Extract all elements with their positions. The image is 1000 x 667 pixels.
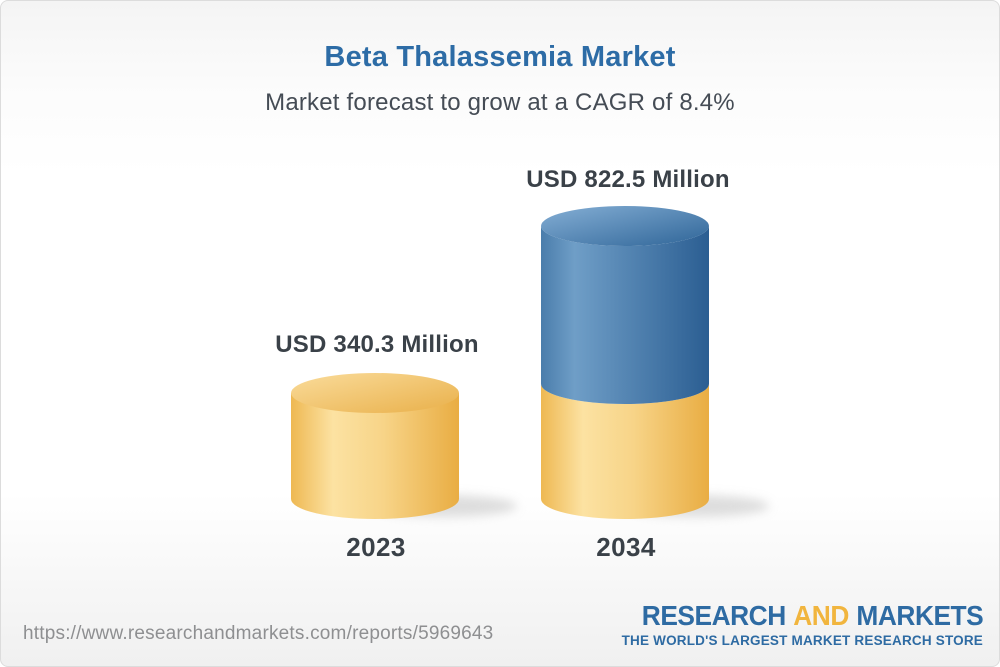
bar-2034-growth-segment [541,226,709,404]
bar-2023-body [291,393,459,519]
bar-2023-cylinder [291,373,459,519]
logo-word-research: RESEARCH [641,600,786,631]
value-label-2023: USD 340.3 Million [275,331,479,358]
bar-2034-cylinder [541,206,709,519]
category-label-2023: 2023 [346,532,406,562]
logo-wordmark: RESEARCH AND MARKETS [641,600,984,631]
logo-word-and: AND [793,600,849,631]
company-logo: RESEARCH AND MARKETS THE WORLD'S LARGEST… [620,600,984,648]
logo-tagline: THE WORLD'S LARGEST MARKET RESEARCH STOR… [621,633,983,648]
bar-2034-top-face [541,206,709,246]
category-label-2034: 2034 [596,532,656,562]
report-url: https://www.researchandmarkets.com/repor… [23,623,494,644]
bar-2034-base-segment [541,384,709,519]
page-subtitle: Market forecast to grow at a CAGR of 8.4… [265,89,735,116]
logo-word-markets: MARKETS [856,600,983,631]
bar-2023-top-face [291,373,459,413]
page-title: Beta Thalassemia Market [324,41,676,73]
value-label-2034: USD 822.5 Million [526,166,730,193]
